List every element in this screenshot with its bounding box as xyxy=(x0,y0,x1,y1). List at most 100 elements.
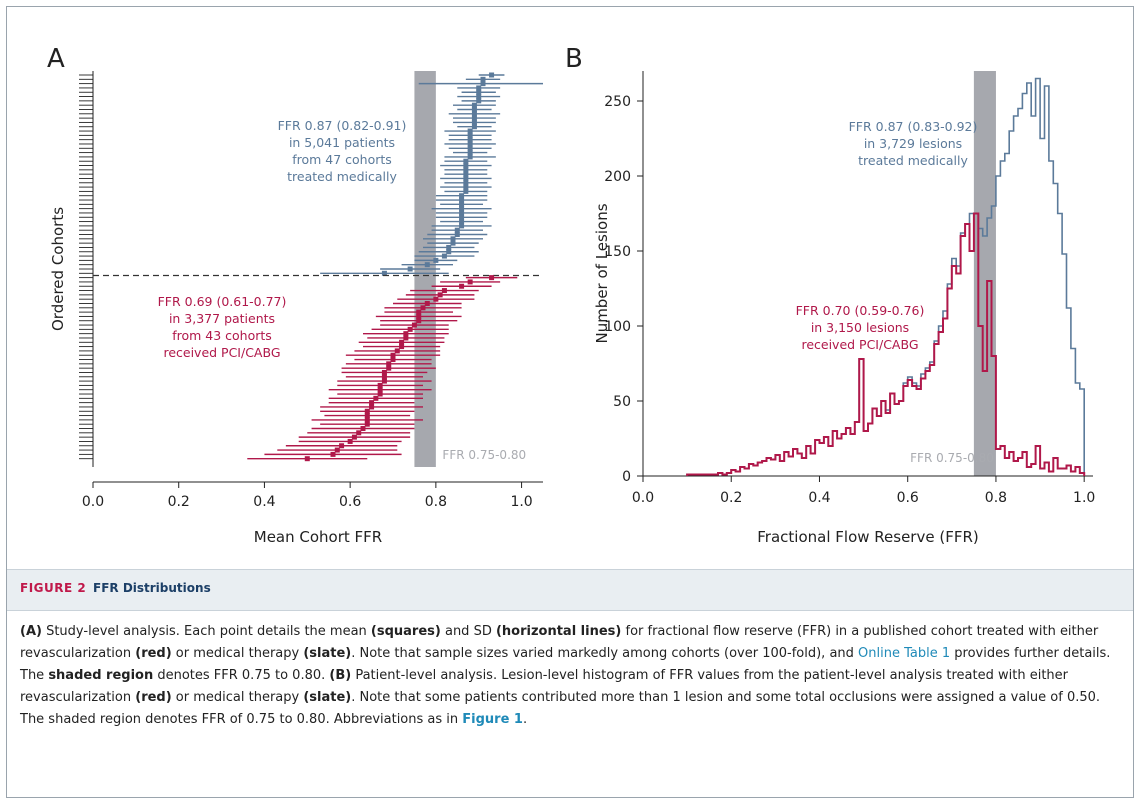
medical-cohort-mean xyxy=(424,262,430,268)
revasc-cohort-mean xyxy=(377,387,383,393)
panel-a-x-tick-label: 0.4 xyxy=(253,494,275,510)
medical-cohort-mean xyxy=(463,163,469,169)
caption-text-7: denotes FFR 0.75 to 0.80. xyxy=(153,668,330,683)
figure-title-bar: FIGURE 2 FFR Distributions xyxy=(7,569,1133,611)
revasc-cohort-mean xyxy=(420,305,426,311)
medical-cohort-mean xyxy=(463,158,469,164)
revasc-cohort-mean xyxy=(364,408,370,414)
medical-cohort-mean xyxy=(441,253,447,259)
medical-cohort-mean xyxy=(467,154,473,160)
panel-a-x-tick-label: 0.8 xyxy=(425,494,447,510)
medical-cohort-mean xyxy=(450,236,456,242)
caption-text-9: or medical therapy xyxy=(171,690,304,705)
revasc-cohort-mean xyxy=(403,331,409,337)
medical-cohort-mean xyxy=(463,175,469,181)
revasc-cohort-mean xyxy=(390,357,396,363)
caption-text-4: or medical therapy xyxy=(171,646,304,661)
medical-cohort-mean xyxy=(433,257,439,263)
panel-b-x-tick-label: 0.6 xyxy=(897,490,919,506)
medical-cohort-mean xyxy=(459,201,465,207)
medical-cohort-mean xyxy=(450,240,456,246)
revasc-cohort-mean xyxy=(489,275,495,281)
medical-cohort-mean xyxy=(459,214,465,220)
panel-b-x-tick-label: 0.8 xyxy=(985,490,1007,506)
medical-cohort-mean xyxy=(476,94,482,100)
panel-a-revasc-annotation: received PCI/CABG xyxy=(163,345,280,360)
panel-b-label: B xyxy=(565,44,583,74)
caption-text-8: Patient-level analysis. Lesion-level his… xyxy=(20,668,1068,705)
medical-cohort-mean xyxy=(476,89,482,95)
caption-slate-2: (slate) xyxy=(303,690,352,705)
revasc-cohort-mean xyxy=(347,438,353,444)
medical-cohort-mean xyxy=(459,223,465,229)
medical-cohort-mean xyxy=(454,232,460,238)
panel-a-x-tick-label: 0.6 xyxy=(339,494,361,510)
revasc-cohort-mean xyxy=(390,352,396,358)
revasc-cohort-mean xyxy=(441,288,447,294)
caption-text-1: Study-level analysis. Each point details… xyxy=(41,624,371,639)
caption-slate-1: (slate) xyxy=(303,646,352,661)
panel-b-y-tick-label: 0 xyxy=(622,469,631,485)
panel-b-x-tick-label: 0.2 xyxy=(720,490,742,506)
panel-b-medical-annotation: FFR 0.87 (0.83-0.92) xyxy=(849,119,978,134)
panel-a-revasc-annotation: FFR 0.69 (0.61-0.77) xyxy=(158,294,287,309)
revasc-cohort-mean xyxy=(386,361,392,367)
panel-b-x-axis-label: Fractional Flow Reserve (FFR) xyxy=(757,528,978,546)
panel-b-medical-annotation: treated medically xyxy=(858,153,968,168)
figure-1-link[interactable]: Figure 1 xyxy=(462,712,523,727)
panel-b-y-tick-label: 100 xyxy=(604,319,631,335)
panel-b-y-tick-label: 250 xyxy=(604,94,631,110)
revasc-cohort-mean xyxy=(334,447,340,453)
caption-part-a: (A) xyxy=(20,624,42,639)
panel-a-medical-annotation: treated medically xyxy=(287,169,397,184)
revasc-cohort-mean xyxy=(416,318,422,324)
medical-cohort-mean xyxy=(446,249,452,255)
medical-cohort-mean xyxy=(463,167,469,173)
panel-b-x-tick-label: 0.0 xyxy=(632,490,654,506)
panel-a-x-axis-label: Mean Cohort FFR xyxy=(254,528,382,546)
medical-cohort-mean xyxy=(407,266,413,272)
medical-cohort-mean xyxy=(471,119,477,125)
medical-cohort-mean xyxy=(446,244,452,250)
medical-cohort-mean xyxy=(467,145,473,151)
revasc-cohort-mean xyxy=(386,365,392,371)
revasc-cohort-mean xyxy=(381,378,387,384)
figure-title: FFR Distributions xyxy=(93,581,211,595)
medical-cohort-mean xyxy=(463,188,469,194)
medical-cohort-mean xyxy=(467,150,473,156)
panel-a-medical-annotation: from 47 cohorts xyxy=(292,152,392,167)
revasc-cohort-mean xyxy=(437,292,443,298)
revasc-cohort-mean xyxy=(381,369,387,375)
caption-part-b: (B) xyxy=(329,668,352,683)
panel-b-y-axis-label: Number of Lesions xyxy=(593,203,611,343)
revasc-cohort-mean xyxy=(381,374,387,380)
medical-cohort-mean xyxy=(467,141,473,147)
revasc-cohort-mean xyxy=(369,404,375,410)
panel-b-shaded-label: FFR 0.75-0.80 xyxy=(910,451,994,465)
medical-cohort-mean xyxy=(467,128,473,134)
caption-hlines: (horizontal lines) xyxy=(495,624,622,639)
revasc-cohort-mean xyxy=(424,300,430,306)
revasc-cohort-mean xyxy=(369,400,375,406)
revasc-cohort-mean xyxy=(399,339,405,345)
figure-caption: (A) Study-level analysis. Each point det… xyxy=(20,621,1120,731)
medical-cohort-mean xyxy=(471,111,477,117)
medical-cohort-mean xyxy=(381,270,387,276)
revasc-cohort-mean xyxy=(364,413,370,419)
medical-cohort-mean xyxy=(459,206,465,212)
revasc-cohort-mean xyxy=(394,348,400,354)
medical-cohort-mean xyxy=(467,137,473,143)
revasc-cohort-mean xyxy=(360,426,366,432)
panel-b-revasc-annotation: in 3,150 lesions xyxy=(811,320,909,335)
caption-text-5: . Note that sample sizes varied markedly… xyxy=(351,646,859,661)
revasc-cohort-mean xyxy=(407,326,413,332)
revasc-cohort-mean xyxy=(356,430,362,436)
panel-a-revasc-annotation: from 43 cohorts xyxy=(172,328,272,343)
revasc-cohort-mean xyxy=(459,283,465,289)
medical-cohort-mean xyxy=(480,76,486,82)
revasc-cohort-mean xyxy=(467,279,473,285)
online-table-link[interactable]: Online Table 1 xyxy=(858,646,951,661)
medical-cohort-mean xyxy=(467,132,473,138)
panel-a-y-axis-label: Ordered Cohorts xyxy=(49,207,67,331)
medical-cohort-mean xyxy=(463,180,469,186)
